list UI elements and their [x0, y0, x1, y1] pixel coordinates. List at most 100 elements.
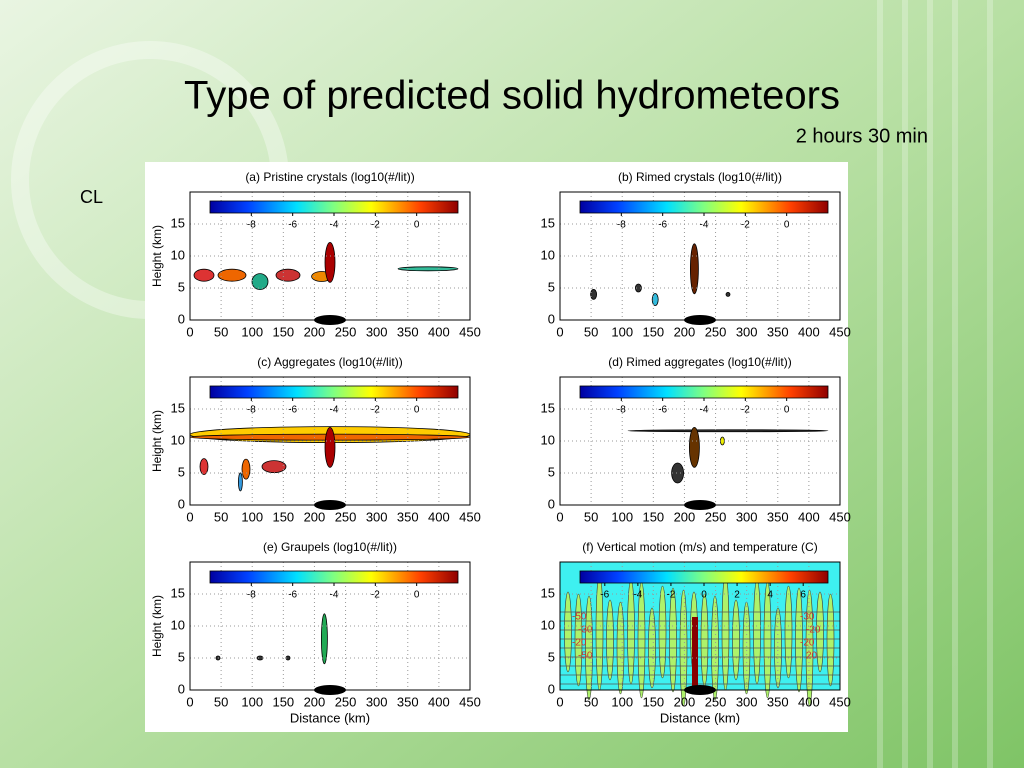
x-tick-label: 100	[611, 324, 633, 339]
y-tick-label: 15	[171, 215, 185, 230]
contour-blob	[324, 241, 336, 283]
x-tick-label: 250	[705, 509, 727, 524]
panel-title: (b) Rimed crystals (log10(#/lit))	[618, 170, 782, 184]
x-tick-label: 150	[642, 509, 664, 524]
x-tick-label: 100	[241, 694, 263, 709]
y-tick-label: 10	[541, 247, 555, 262]
contour-blob	[251, 273, 269, 291]
x-tick-label: 100	[611, 509, 633, 524]
colorbar-tick-label: -6	[658, 220, 667, 231]
panels: (a) Pristine crystals (log10(#/lit))0 50 1…	[150, 170, 851, 725]
y-tick-label: 15	[541, 215, 555, 230]
x-tick-label: 100	[241, 509, 263, 524]
y-tick-label: 5	[178, 649, 185, 664]
y-axis-label: Height (km)	[150, 225, 164, 287]
colorbar-tick-label: -4	[330, 590, 339, 601]
x-tick-label: 250	[705, 324, 727, 339]
contour-blob	[217, 268, 247, 282]
colorbar-tick-label: -8	[247, 590, 256, 601]
y-tick-label: 15	[171, 400, 185, 415]
colorbar	[579, 570, 829, 584]
colorbar-tick-label: -4	[330, 220, 339, 231]
x-tick-label: 350	[397, 509, 419, 524]
contour-blob	[635, 283, 642, 293]
colorbar-tick-label: -8	[247, 405, 256, 416]
x-tick-label: 300	[736, 324, 758, 339]
x-tick-label: 450	[829, 694, 851, 709]
y-tick-label: 10	[171, 432, 185, 447]
contour-blob	[671, 462, 684, 484]
x-tick-label: 50	[584, 694, 598, 709]
contour-blob	[199, 458, 209, 476]
y-axis-label: Height (km)	[150, 410, 164, 472]
updraft-blob	[564, 591, 572, 673]
colorbar	[209, 200, 459, 214]
contour-blob	[261, 460, 287, 474]
colorbar-tick-label: -6	[600, 590, 609, 601]
contour-blob	[651, 293, 659, 306]
y-tick-label: 15	[541, 400, 555, 415]
plot-frame	[189, 191, 471, 321]
panel-title: (c) Aggregates (log10(#/lit))	[257, 355, 402, 369]
y-tick-label: 5	[548, 279, 555, 294]
contour-blob	[590, 288, 597, 300]
contour-label: -30	[578, 625, 593, 636]
x-tick-label: 350	[767, 324, 789, 339]
x-tick-label: 0	[556, 694, 563, 709]
x-tick-label: 450	[829, 509, 851, 524]
x-tick-label: 450	[459, 509, 481, 524]
colorbar-tick-label: -6	[288, 590, 297, 601]
updraft-blob	[826, 593, 835, 687]
plot-frame	[559, 376, 841, 506]
x-tick-label: 50	[584, 324, 598, 339]
x-tick-label: 150	[642, 694, 664, 709]
plot-frame	[189, 376, 471, 506]
updraft-blob	[658, 585, 667, 679]
x-tick-label: 350	[397, 694, 419, 709]
x-tick-label: 250	[705, 694, 727, 709]
panel: (b) Rimed crystals (log10(#/lit))0 50 100 1…	[541, 170, 851, 339]
updraft-blob	[721, 573, 730, 691]
colorbar	[209, 385, 459, 399]
updraft-blob	[700, 593, 709, 687]
colorbar-tick-label: 0	[784, 405, 790, 416]
x-tick-label: 350	[397, 324, 419, 339]
x-tick-label: 200	[304, 694, 326, 709]
x-tick-label: 100	[611, 694, 633, 709]
contour-label: -20	[572, 638, 587, 649]
x-tick-label: 400	[428, 509, 450, 524]
colorbar-tick-label: -2	[371, 405, 380, 416]
colorbar-tick-label: -8	[617, 405, 626, 416]
y-tick-label: 0	[548, 496, 555, 511]
x-tick-label: 200	[674, 509, 696, 524]
updraft-blob	[669, 587, 677, 693]
contour-blob	[193, 268, 215, 282]
y-tick-label: 0	[178, 681, 185, 696]
y-tick-label: 10	[171, 247, 185, 262]
panel-title: (e) Graupels (log10(#/lit))	[263, 540, 397, 554]
x-tick-label: 250	[335, 694, 357, 709]
colorbar-tick-label: -2	[741, 220, 750, 231]
x-tick-label: 0	[186, 324, 193, 339]
colorbar	[209, 570, 459, 584]
contour-label: -30	[800, 612, 815, 623]
x-axis-label: Distance (km)	[290, 710, 370, 725]
colorbar-tick-label: -6	[288, 405, 297, 416]
contour-blob	[324, 426, 336, 468]
contour-label: 20	[806, 651, 818, 662]
slide-title: Type of predicted solid hydrometeors	[184, 74, 840, 118]
x-tick-label: 400	[798, 509, 820, 524]
x-tick-label: 450	[829, 324, 851, 339]
x-tick-label: 350	[767, 694, 789, 709]
x-tick-label: 350	[767, 509, 789, 524]
x-tick-label: 200	[674, 694, 696, 709]
updraft-blob	[606, 599, 614, 681]
contour-blob	[275, 268, 301, 282]
contour-blob	[725, 291, 731, 297]
contour-blob	[627, 429, 829, 433]
x-tick-label: 300	[366, 509, 388, 524]
x-tick-label: 0	[556, 509, 563, 524]
x-tick-label: 50	[214, 694, 228, 709]
